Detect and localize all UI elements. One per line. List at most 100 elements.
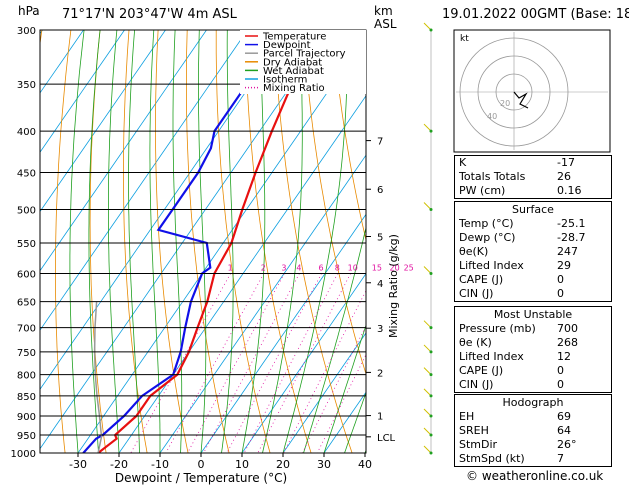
index-row: Totals Totals 26	[455, 170, 611, 184]
wind-barb-dot	[429, 451, 433, 455]
legend-label: Isotherm	[263, 75, 307, 86]
index-value: 26	[557, 170, 571, 183]
index-row: Lifted Index 29	[455, 259, 611, 273]
wind-barb-dot	[429, 433, 433, 437]
wind-barb-dot	[429, 326, 433, 330]
km-tick-label: 1	[377, 412, 383, 423]
pressure-tick-label: 300	[17, 26, 36, 37]
legend-background	[240, 30, 366, 94]
x-tick-label: -10	[151, 458, 169, 471]
mixing-ratio-line	[226, 273, 322, 453]
index-row: StmSpd (kt) 7	[455, 452, 611, 466]
isotherm-line	[40, 30, 207, 272]
dry-adiabat-line	[122, 30, 148, 453]
index-value: 64	[557, 424, 571, 437]
mixing-ratio-label: 8	[335, 264, 340, 273]
pressure-tick-label: 1000	[11, 449, 36, 460]
mixing-ratio-label: 4	[296, 264, 301, 273]
index-row: CIN (J) 0	[455, 378, 611, 392]
panel-title: Surface	[512, 203, 554, 216]
wind-barb	[423, 266, 432, 274]
index-value: 247	[557, 245, 578, 258]
index-label: K	[459, 156, 467, 169]
wind-barb	[423, 202, 432, 210]
index-value: 0	[557, 378, 564, 391]
index-label: Temp (°C)	[459, 217, 514, 230]
x-tick-label: 0	[198, 458, 205, 471]
mixing-ratio-line	[283, 289, 366, 453]
index-row: Dewp (°C) -28.7	[455, 231, 611, 245]
pressure-tick-label: 600	[17, 270, 36, 281]
index-value: 0	[557, 364, 564, 377]
index-row: CAPE (J) 0	[455, 273, 611, 287]
wind-barb-dot	[429, 350, 433, 354]
index-row: Temp (°C) -25.1	[455, 217, 611, 231]
legend-label: Parcel Trajectory	[263, 49, 346, 60]
index-value: 12	[557, 350, 571, 363]
index-label: Lifted Index	[459, 350, 524, 363]
index-value: 0	[557, 287, 564, 300]
profile-temperature	[97, 30, 319, 453]
dry-adiabat-line	[332, 30, 366, 242]
hodograph-panel: Hodograph EH 69 SREH 64 StmDir 26° StmSpd (kt) 7	[454, 394, 612, 467]
legend-label: Temperature	[262, 32, 326, 43]
station-location: 71°17'N 203°47'W 4m ASL	[62, 7, 237, 22]
wind-barb	[423, 408, 432, 417]
mixing-ratio-line	[165, 273, 265, 453]
index-label: CIN (J)	[459, 287, 494, 300]
wet-adiabat-line	[172, 30, 183, 453]
index-row: CIN (J) 0	[455, 287, 611, 301]
index-label: PW (cm)	[459, 184, 506, 197]
isotherm-line	[282, 332, 366, 453]
pressure-tick-label: 800	[17, 371, 36, 382]
panel-title: Hodograph	[502, 396, 564, 409]
wet-adiabat-line	[128, 30, 140, 453]
wet-adiabat-line	[344, 391, 366, 453]
mixing-ratio-label: 2	[261, 264, 266, 273]
wind-barb-dot	[429, 414, 433, 418]
km-tick-label: LCL	[377, 433, 396, 444]
index-row: SREH 64	[455, 424, 611, 438]
index-value: 700	[557, 322, 578, 335]
index-label: CAPE (J)	[459, 364, 504, 377]
legend-label: Dewpoint	[263, 40, 311, 51]
mixing-ratio-label: 1	[228, 264, 233, 273]
mixing-ratio-label: 6	[318, 264, 323, 273]
km-tick-label: 3	[377, 324, 383, 335]
index-row: K -17	[455, 156, 611, 170]
index-value: 7	[557, 452, 564, 465]
x-axis-label: Dewpoint / Temperature (°C)	[115, 471, 287, 485]
index-label: CAPE (J)	[459, 273, 504, 286]
mixing-ratio-label: 3	[281, 264, 286, 273]
index-label: CIN (J)	[459, 378, 494, 391]
index-label: StmDir	[459, 438, 498, 451]
isotherm-line	[40, 30, 166, 213]
km-tick-label: 4	[377, 279, 383, 290]
index-label: SREH	[459, 424, 489, 437]
index-row: CAPE (J) 0	[455, 364, 611, 378]
mixing-ratio-line	[187, 273, 285, 453]
index-label: θe(K)	[459, 245, 489, 258]
asl-unit-label: ASL	[374, 17, 397, 31]
index-label: Pressure (mb)	[459, 322, 536, 335]
index-label: Lifted Index	[459, 259, 524, 272]
isotherm-line	[40, 30, 84, 94]
wind-barb	[423, 445, 432, 454]
dry-adiabat-line	[623, 30, 629, 453]
x-tick-label: 30	[317, 458, 331, 471]
hodograph-ring-label: 40	[487, 112, 497, 121]
x-tick-label: -30	[69, 458, 87, 471]
plot-frame	[39, 29, 367, 454]
wind-barb-dot	[429, 394, 433, 398]
index-label: StmSpd (kt)	[459, 452, 525, 465]
index-value: -17	[557, 156, 575, 169]
hodograph-trace	[513, 91, 529, 109]
pressure-tick-label: 850	[17, 392, 36, 403]
pressure-tick-label: 650	[17, 298, 36, 309]
pressure-tick-label: 700	[17, 324, 36, 335]
pressure-tick-label: 950	[17, 431, 36, 442]
hodograph-unit-label: kt	[460, 34, 469, 44]
